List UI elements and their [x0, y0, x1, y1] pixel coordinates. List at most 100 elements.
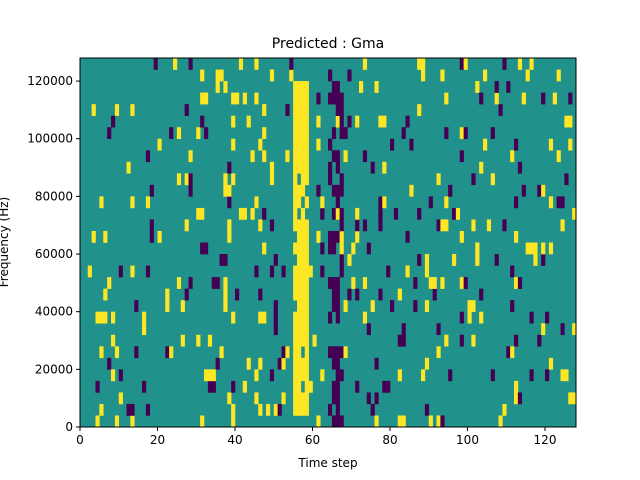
heatmap-cell: [494, 254, 499, 266]
heatmap-cell: [560, 323, 565, 336]
heatmap-cell: [297, 334, 302, 347]
heatmap-cell: [490, 369, 495, 382]
heatmap-cell: [320, 265, 325, 278]
heatmap-cell: [382, 196, 387, 209]
heatmap-cell: [529, 242, 534, 255]
heatmap-cell: [328, 92, 333, 105]
heatmap-cell: [564, 369, 569, 382]
x-tick-label: 100: [456, 433, 479, 447]
heatmap-cell: [529, 58, 534, 70]
heatmap-cell: [180, 334, 185, 347]
heatmap-cell: [568, 115, 573, 128]
heatmap-cell: [339, 265, 344, 278]
heatmap-cell: [304, 403, 309, 416]
heatmap-cell: [111, 311, 116, 324]
heatmap-cell: [521, 92, 526, 105]
heatmap-cell: [335, 300, 340, 312]
heatmap-cell: [258, 403, 263, 416]
heatmap-cell: [510, 150, 515, 163]
heatmap-cell: [293, 323, 298, 336]
heatmap-cell: [459, 58, 464, 70]
heatmap-cell: [328, 230, 333, 243]
heatmap-cell: [281, 392, 286, 405]
heatmap-cell: [331, 230, 337, 243]
heatmap-cell: [142, 323, 147, 336]
heatmap-cell: [215, 69, 220, 82]
heatmap-cell: [99, 311, 104, 324]
heatmap-cell: [300, 277, 306, 289]
heatmap-cell: [235, 92, 240, 105]
heatmap-cell: [331, 380, 337, 393]
heatmap-cell: [328, 161, 333, 174]
heatmap-cell: [95, 311, 100, 324]
heatmap-cell: [374, 415, 379, 428]
heatmap-cell: [87, 265, 92, 278]
heatmap-cell: [525, 69, 530, 82]
heatmap-cell: [188, 277, 193, 289]
heatmap-cell: [479, 288, 484, 301]
x-tick-label: 40: [227, 433, 242, 447]
heatmap-cell: [331, 346, 337, 359]
heatmap-cell: [269, 369, 275, 382]
heatmap-cell: [463, 58, 468, 70]
heatmap-cell: [328, 346, 333, 359]
heatmap-cell: [347, 254, 352, 266]
heatmap-cell: [362, 311, 368, 324]
heatmap-cell: [479, 311, 484, 324]
heatmap-cell: [134, 300, 139, 312]
heatmap-cell: [231, 311, 236, 324]
heatmap-cell: [304, 300, 309, 312]
heatmap-cell: [316, 138, 321, 151]
heatmap-cell: [204, 127, 209, 140]
heatmap-cell: [572, 207, 577, 220]
heatmap-cell: [424, 300, 430, 312]
heatmap-cell: [304, 115, 309, 128]
heatmap-cell: [308, 380, 313, 393]
heatmap-cell: [99, 403, 104, 416]
heatmap-cell: [91, 104, 96, 116]
heatmap-cell: [145, 403, 151, 416]
heatmap-cell: [293, 265, 298, 278]
heatmap-cell: [514, 380, 519, 393]
heatmap-cell: [188, 58, 193, 70]
heatmap-cell: [467, 311, 472, 324]
heatmap-cell: [362, 219, 368, 232]
heatmap-cell: [331, 288, 337, 301]
heatmap-cell: [118, 265, 123, 278]
heatmap-cell: [262, 207, 267, 220]
heatmap-cell: [320, 207, 325, 220]
heatmap-cell: [409, 184, 414, 197]
heatmap-cell: [254, 92, 259, 105]
heatmap-cell: [107, 357, 112, 370]
heatmap-cell: [246, 115, 251, 128]
heatmap-cell: [374, 81, 379, 93]
heatmap-cell: [293, 380, 298, 393]
heatmap-cell: [444, 127, 449, 140]
heatmap-cell: [347, 69, 352, 82]
heatmap-cell: [211, 380, 216, 393]
heatmap-cell: [331, 92, 337, 105]
heatmap-cell: [293, 346, 298, 359]
heatmap-cell: [366, 323, 371, 336]
x-tick-label: 60: [305, 433, 320, 447]
heatmap-cell: [331, 300, 337, 312]
heatmap-cell: [374, 392, 379, 405]
y-axis: 0 20000 40000 60000 80000 100000 120000: [27, 74, 80, 434]
heatmap-cell: [297, 323, 302, 336]
heatmap-cell: [452, 207, 457, 220]
heatmap-cell: [300, 230, 306, 243]
heatmap-cell: [339, 415, 344, 428]
heatmap-cell: [304, 173, 309, 186]
heatmap-cell: [242, 380, 247, 393]
heatmap-cell: [304, 92, 309, 105]
heatmap-cell: [297, 403, 302, 416]
heatmap-cell: [413, 277, 418, 289]
heatmap-cell: [328, 403, 333, 416]
heatmap-cell: [145, 196, 151, 209]
heatmap-cell: [200, 92, 205, 105]
heatmap-cell: [176, 173, 182, 186]
heatmap-cell: [409, 138, 414, 151]
heatmap-cell: [293, 357, 298, 370]
heatmap-cell: [335, 196, 340, 209]
heatmap-cell: [196, 207, 201, 220]
